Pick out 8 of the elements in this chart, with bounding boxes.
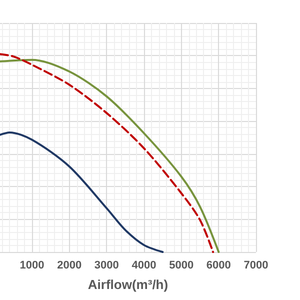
x-tick-label: 1000 — [20, 260, 44, 272]
x-tick-label: 2000 — [57, 260, 82, 272]
x-axis-title: Airflow(m³/h) — [88, 277, 168, 292]
x-tick-label: 4000 — [132, 260, 156, 272]
x-tick-label: 6000 — [206, 260, 231, 272]
x-tick-label: 5000 — [169, 260, 194, 272]
x-tick-label: 3000 — [94, 260, 119, 272]
x-tick-label: 7000 — [244, 260, 268, 272]
